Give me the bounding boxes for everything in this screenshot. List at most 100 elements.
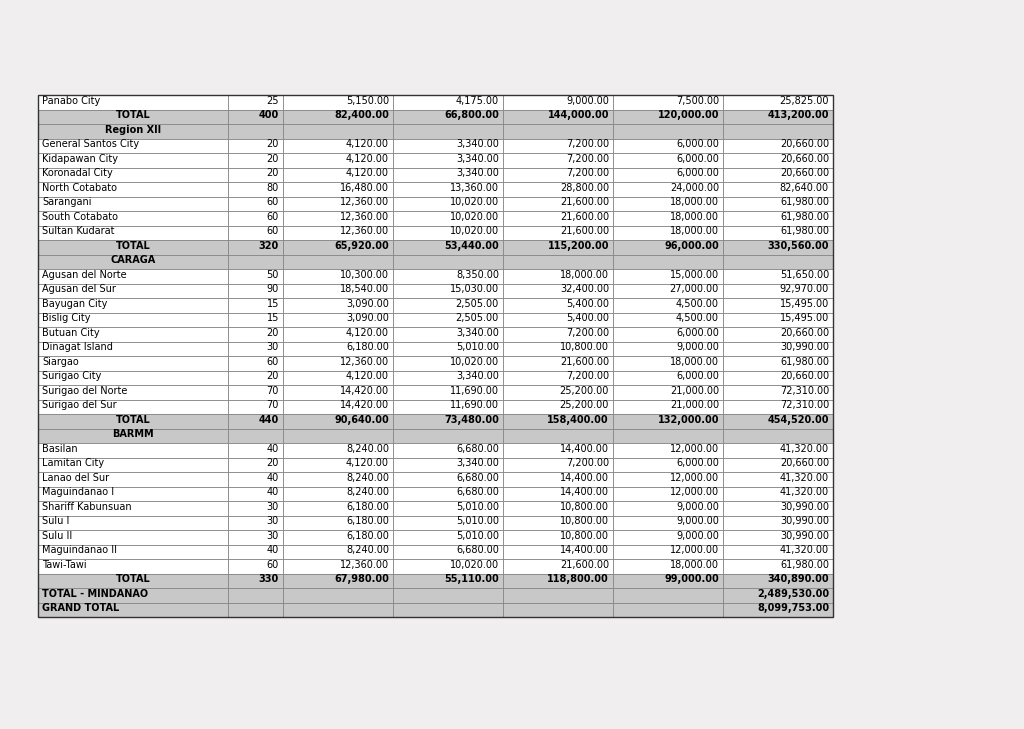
Bar [228,298,283,313]
Text: 14,400.00: 14,400.00 [560,473,609,483]
Text: 7,200.00: 7,200.00 [566,168,609,179]
Bar [38,559,228,574]
Bar [393,341,503,356]
Bar [38,429,228,443]
Text: 4,120.00: 4,120.00 [346,328,389,338]
Bar [38,574,228,588]
Text: 9,000.00: 9,000.00 [676,531,719,541]
Text: 10,020.00: 10,020.00 [450,560,499,570]
Bar [228,385,283,399]
Bar [38,458,833,472]
Text: 10,800.00: 10,800.00 [560,343,609,352]
Bar [38,168,228,182]
Bar [228,399,283,414]
Bar [393,356,503,370]
Text: 4,120.00: 4,120.00 [346,459,389,468]
Text: Dinagat Island: Dinagat Island [42,343,113,352]
Bar [38,602,228,617]
Bar [38,284,833,298]
Bar [613,225,723,240]
Bar [283,574,393,588]
Bar [503,472,613,486]
Text: 14,420.00: 14,420.00 [340,386,389,396]
Text: 30,990.00: 30,990.00 [780,502,829,512]
Text: 13,360.00: 13,360.00 [450,183,499,193]
Text: Surigao City: Surigao City [42,371,101,381]
Text: 5,150.00: 5,150.00 [346,96,389,106]
Bar [283,472,393,486]
Bar [38,327,228,341]
Bar [228,559,283,574]
Text: TOTAL: TOTAL [116,110,151,120]
Text: 15,495.00: 15,495.00 [779,299,829,309]
Bar [503,530,613,545]
Text: 4,175.00: 4,175.00 [456,96,499,106]
Bar [38,168,833,182]
Bar [613,197,723,211]
Bar [613,240,723,254]
Bar [38,284,228,298]
Text: 330: 330 [259,574,279,585]
Text: 8,240.00: 8,240.00 [346,545,389,555]
Bar [228,429,283,443]
Text: 11,690.00: 11,690.00 [450,386,499,396]
Text: 25,200.00: 25,200.00 [560,400,609,410]
Text: 16,480.00: 16,480.00 [340,183,389,193]
Bar [38,240,833,254]
Text: 90: 90 [266,284,279,295]
Text: 30: 30 [266,343,279,352]
Text: 25: 25 [266,96,279,106]
Bar [503,254,613,269]
Text: Agusan del Sur: Agusan del Sur [42,284,116,295]
Bar [38,153,833,168]
Bar [228,254,283,269]
Text: 82,640.00: 82,640.00 [780,183,829,193]
Bar [38,515,833,530]
Text: 40: 40 [266,473,279,483]
Bar [283,254,393,269]
Bar [283,153,393,168]
Text: 12,360.00: 12,360.00 [340,212,389,222]
Bar [393,414,503,429]
Bar [38,458,228,472]
Bar [503,182,613,197]
Bar [503,341,613,356]
Text: Lanao del Sur: Lanao del Sur [42,473,110,483]
Text: 3,340.00: 3,340.00 [456,328,499,338]
Bar [613,370,723,385]
Bar [613,356,723,370]
Bar [38,443,228,458]
Bar [613,153,723,168]
Text: 18,000.00: 18,000.00 [670,198,719,207]
Bar [613,254,723,269]
Bar [283,284,393,298]
Text: 28,800.00: 28,800.00 [560,183,609,193]
Text: Butuan City: Butuan City [42,328,99,338]
Bar [283,356,393,370]
Text: 66,800.00: 66,800.00 [444,110,499,120]
Text: 60: 60 [266,357,279,367]
Bar [723,370,833,385]
Bar [613,168,723,182]
Bar [503,559,613,574]
Text: 14,420.00: 14,420.00 [340,400,389,410]
Text: 82,400.00: 82,400.00 [334,110,389,120]
Text: 20: 20 [266,168,279,179]
Text: 9,000.00: 9,000.00 [566,96,609,106]
Bar [613,574,723,588]
Text: 15,030.00: 15,030.00 [450,284,499,295]
Bar [503,458,613,472]
Bar [283,197,393,211]
Text: 18,000.00: 18,000.00 [670,357,719,367]
Bar [503,574,613,588]
Bar [393,168,503,182]
Bar [503,429,613,443]
Text: Shariff Kabunsuan: Shariff Kabunsuan [42,502,132,512]
Text: 32,400.00: 32,400.00 [560,284,609,295]
Bar [38,370,228,385]
Text: 158,400.00: 158,400.00 [548,415,609,425]
Text: Sulu II: Sulu II [42,531,73,541]
Text: 3,340.00: 3,340.00 [456,459,499,468]
Bar [723,385,833,399]
Text: 340,890.00: 340,890.00 [767,574,829,585]
